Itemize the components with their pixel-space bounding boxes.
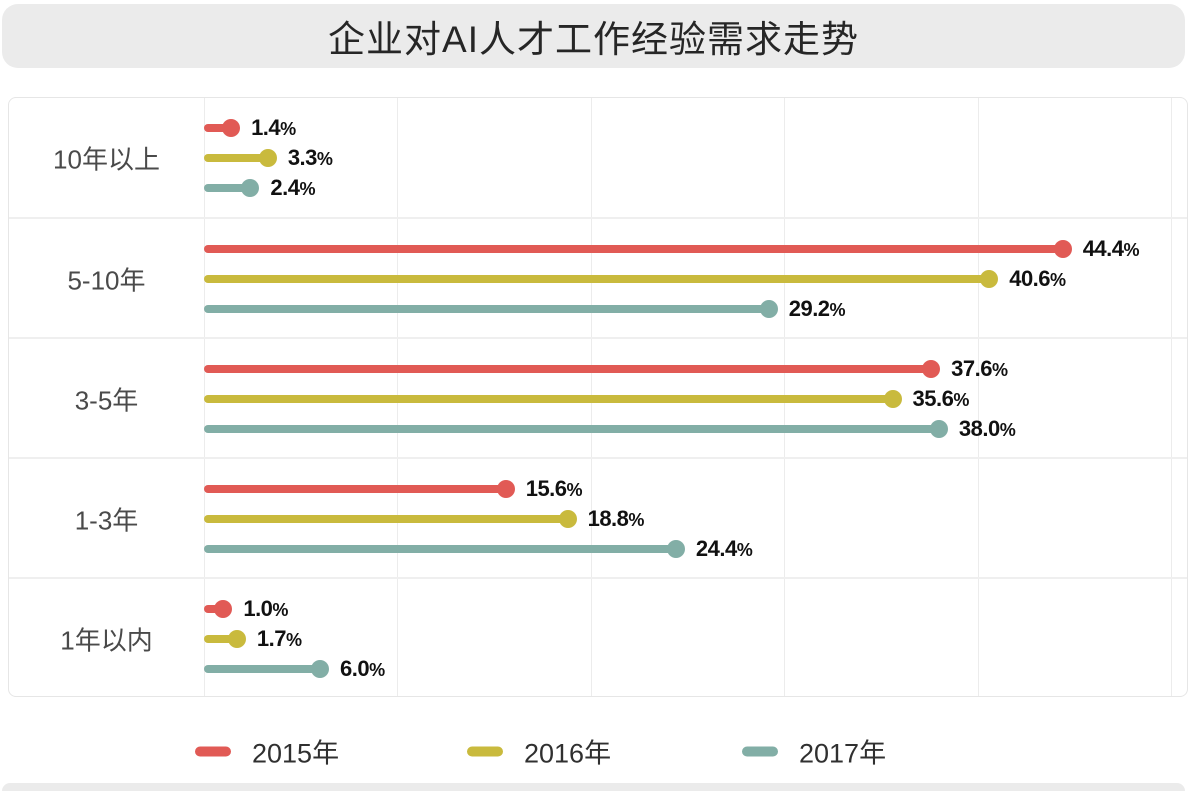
legend-item-2016年[interactable]: 2016年	[467, 732, 611, 771]
chart-row: 10年以上 1.4% 3.3% 2.4%	[9, 98, 1187, 218]
lollipop-stick	[204, 545, 676, 553]
value-label: 38.0%	[958, 416, 1016, 441]
chart-row: 1-3年 15.6% 18.8% 24.4%	[9, 457, 1187, 579]
lollipop-dot	[922, 360, 941, 378]
legend-label: 2015年	[252, 738, 340, 769]
lollipop-stick	[204, 635, 237, 643]
value-label: 1.0%	[243, 596, 288, 621]
gridline	[978, 98, 979, 696]
value-label: 2.4%	[270, 175, 316, 200]
legend-item-2017年[interactable]: 2017年	[742, 732, 886, 771]
value-label: 35.6%	[912, 386, 970, 411]
lollipop-dot	[558, 510, 577, 528]
lollipop-stick	[204, 275, 990, 283]
legend-swatch	[195, 746, 231, 756]
value-label: 44.4%	[1082, 236, 1140, 261]
legend-label: 2017年	[799, 738, 887, 769]
value-label: 6.0%	[340, 656, 385, 681]
chart-title: 企业对AI人才工作经验需求走势	[328, 19, 859, 60]
bottom-strip	[2, 783, 1185, 791]
lollipop-dot	[496, 480, 515, 498]
lollipop-stick	[204, 365, 932, 373]
category-label: 1年以内	[60, 625, 153, 656]
value-label: 37.6%	[951, 356, 1008, 381]
value-label: 1.7%	[256, 626, 302, 651]
chart-row: 5-10年 44.4% 40.6% 29.2%	[9, 217, 1187, 339]
legend-label: 2016年	[524, 738, 612, 769]
lollipop-dot	[227, 630, 246, 648]
legend: 2015年 2016年 2017年	[0, 722, 1200, 780]
lollipop-dot	[883, 390, 902, 408]
lollipop-dot	[311, 660, 330, 678]
lollipop-dot	[214, 600, 233, 618]
lollipop-stick	[204, 395, 893, 403]
lollipop-stick	[204, 605, 224, 613]
category-label: 5-10年	[67, 265, 146, 296]
lollipop-stick	[204, 515, 568, 523]
lollipop-stick	[204, 245, 1063, 253]
lollipop-dot	[241, 179, 260, 197]
lollipop-stick	[204, 305, 769, 313]
lollipop-dot	[222, 119, 241, 137]
chart-row: 3-5年 37.6% 35.6% 38.0%	[9, 337, 1187, 459]
lollipop-dot	[980, 270, 999, 288]
value-label: 24.4%	[695, 536, 753, 561]
lollipop-stick	[204, 124, 232, 132]
lollipop-dot	[929, 420, 948, 438]
value-label: 15.6%	[525, 476, 583, 501]
value-label: 40.6%	[1009, 266, 1066, 291]
category-label: 10年以上	[53, 144, 160, 175]
value-label: 18.8%	[587, 506, 645, 531]
gridline	[1171, 98, 1172, 696]
plot-panel: 10年以上 1.4% 3.3% 2.4% 5-10年 44.4% 40.6% 29.2% 3-5…	[8, 97, 1188, 697]
value-label: 3.3%	[287, 145, 333, 170]
legend-item-2015年[interactable]: 2015年	[195, 732, 339, 771]
category-label: 3-5年	[74, 385, 139, 416]
title-banner: 企业对AI人才工作经验需求走势	[2, 4, 1185, 68]
lollipop-stick	[204, 184, 251, 192]
legend-swatch	[742, 746, 778, 756]
lollipop-stick	[204, 154, 268, 162]
legend-swatch	[467, 746, 503, 756]
lollipop-dot	[1053, 240, 1072, 258]
lollipop-dot	[258, 149, 277, 167]
lollipop-stick	[204, 425, 939, 433]
lollipop-stick	[204, 665, 321, 673]
category-label: 1-3年	[74, 505, 139, 536]
value-label: 29.2%	[788, 296, 846, 321]
lollipop-stick	[204, 485, 506, 493]
lollipop-dot	[759, 300, 778, 318]
value-label: 1.4%	[251, 115, 296, 140]
lollipop-dot	[666, 540, 685, 558]
chart-row: 1年以内 1.0% 1.7% 6.0%	[9, 577, 1187, 699]
